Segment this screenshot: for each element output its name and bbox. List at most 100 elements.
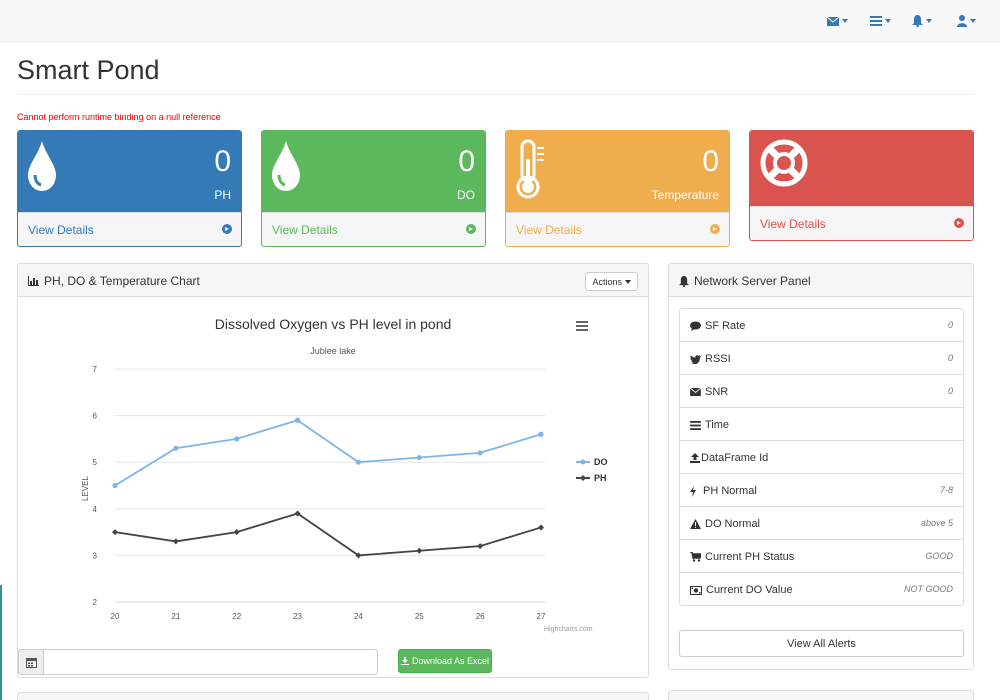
view-details-link[interactable]: View Details <box>272 223 338 237</box>
item-value: NOT GOOD <box>904 584 953 594</box>
temperature-value: 0 <box>702 145 719 178</box>
bar-chart-icon <box>28 276 39 286</box>
data-point-ph <box>233 529 240 536</box>
item-label: DataFrame Id <box>701 452 769 464</box>
x-tick-label: 20 <box>111 612 120 621</box>
legend-label-do: DO <box>594 457 608 467</box>
date-picker[interactable] <box>18 649 378 675</box>
support-view-details[interactable]: View Details <box>750 206 973 240</box>
chart-credits: Highcharts.com <box>544 626 593 633</box>
list-item-snr[interactable]: SNR 0 <box>679 374 964 408</box>
view-details-link[interactable]: View Details <box>760 217 826 231</box>
top-navbar <box>0 0 1000 42</box>
series-line-ph <box>114 512 542 557</box>
list-item-dataframe-id[interactable]: DataFrame Id <box>679 440 964 474</box>
arrow-circle-right-icon <box>222 224 232 234</box>
caret-down-icon <box>625 279 631 284</box>
do-view-details[interactable]: View Details <box>262 212 485 246</box>
item-value: GOOD <box>925 551 953 561</box>
temperature-view-details[interactable]: View Details <box>506 212 729 246</box>
list-item-current-do-value[interactable]: Current DO Value NOT GOOD <box>679 572 964 606</box>
drop-icon <box>272 141 300 191</box>
bell-icon <box>912 15 923 27</box>
data-point-do <box>294 417 301 423</box>
support-stat-panel: View Details <box>749 130 974 241</box>
y-tick-label: 5 <box>93 458 98 467</box>
x-tick-label: 21 <box>171 612 180 621</box>
item-label: DO Normal <box>705 518 761 530</box>
do-stat-panel: 0 DO View Details <box>261 130 486 247</box>
y-tick-label: 6 <box>93 412 98 421</box>
list-item-time[interactable]: Time <box>679 407 964 441</box>
list-item-ph-normal[interactable]: PH Normal 7-8 <box>679 473 964 507</box>
warning-icon <box>690 519 701 529</box>
ph-view-details[interactable]: View Details <box>18 212 241 246</box>
data-point-ph <box>355 552 362 559</box>
arrow-circle-right-icon <box>466 224 476 234</box>
thermometer-icon <box>516 139 544 199</box>
left-edge-bar <box>0 585 2 700</box>
y-axis-title: LEVEL <box>81 475 90 500</box>
alerts-dropdown[interactable] <box>912 13 932 29</box>
list-item-current-ph-status[interactable]: Current PH Status GOOD <box>679 539 964 573</box>
legend-item-do[interactable]: DO <box>576 457 608 467</box>
bolt-icon <box>690 485 696 497</box>
data-point-ph <box>416 547 423 554</box>
messages-dropdown[interactable] <box>827 13 848 29</box>
network-panel-title: Network Server Panel <box>694 274 811 288</box>
bottom-panel-right <box>668 690 974 700</box>
y-tick-label: 3 <box>93 551 98 560</box>
bottom-panel-left <box>17 692 649 700</box>
temperature-stat-panel: 0 Temperature View Details <box>505 130 730 247</box>
y-tick-label: 7 <box>93 365 98 374</box>
x-tick-label: 25 <box>415 612 424 621</box>
envelope-icon <box>827 16 839 26</box>
x-tick-label: 22 <box>232 612 241 621</box>
list-item-do-normal[interactable]: DO Normal above 5 <box>679 506 964 540</box>
data-point-do <box>538 431 544 437</box>
item-value: 0 <box>947 353 953 363</box>
life-ring-icon <box>760 139 808 187</box>
data-point-ph <box>294 510 301 517</box>
view-details-link[interactable]: View Details <box>516 223 582 237</box>
download-icon <box>400 657 409 665</box>
do-value: 0 <box>458 145 475 178</box>
chart-menu-icon[interactable] <box>576 321 588 331</box>
bell-icon <box>679 275 689 287</box>
cart-icon <box>690 552 701 562</box>
item-label: RSSI <box>705 353 731 365</box>
x-tick-label: 26 <box>476 612 485 621</box>
x-tick-label: 24 <box>354 612 363 621</box>
data-point-ph <box>477 543 484 550</box>
legend-item-ph[interactable]: PH <box>576 473 607 483</box>
download-excel-button[interactable]: Download As Excel <box>398 649 492 673</box>
user-icon <box>957 15 967 27</box>
user-dropdown[interactable] <box>957 13 976 29</box>
series-line-do <box>114 419 542 487</box>
tasks-dropdown[interactable] <box>870 13 891 29</box>
y-tick-label: 2 <box>93 598 98 607</box>
chart-subtitle: Jublee lake <box>310 346 356 356</box>
view-details-link[interactable]: View Details <box>28 223 94 237</box>
x-tick-label: 27 <box>537 612 546 621</box>
data-point-do <box>477 450 483 456</box>
item-label: Current DO Value <box>706 584 793 596</box>
title-divider <box>17 94 975 95</box>
item-label: SF Rate <box>705 320 746 332</box>
calendar-icon[interactable] <box>18 649 44 675</box>
item-label: SNR <box>705 386 729 398</box>
actions-label: Actions <box>592 276 622 287</box>
list-item-sf-rate[interactable]: SF Rate 0 <box>679 308 964 342</box>
item-value: 0 <box>947 386 953 396</box>
envelope-icon <box>690 388 701 396</box>
network-list: SF Rate 0 RSSI 0 SNR 0 Time DataFrame Id… <box>679 308 964 606</box>
tasks-icon <box>690 420 701 430</box>
data-point-do <box>234 436 240 442</box>
actions-button[interactable]: Actions <box>585 272 638 291</box>
view-all-alerts-button[interactable]: View All Alerts <box>679 630 964 657</box>
error-message: Cannot perform runtime binding on a null… <box>17 112 221 122</box>
list-item-rssi[interactable]: RSSI 0 <box>679 341 964 375</box>
download-label: Download As Excel <box>411 656 490 666</box>
date-input[interactable] <box>44 649 378 675</box>
